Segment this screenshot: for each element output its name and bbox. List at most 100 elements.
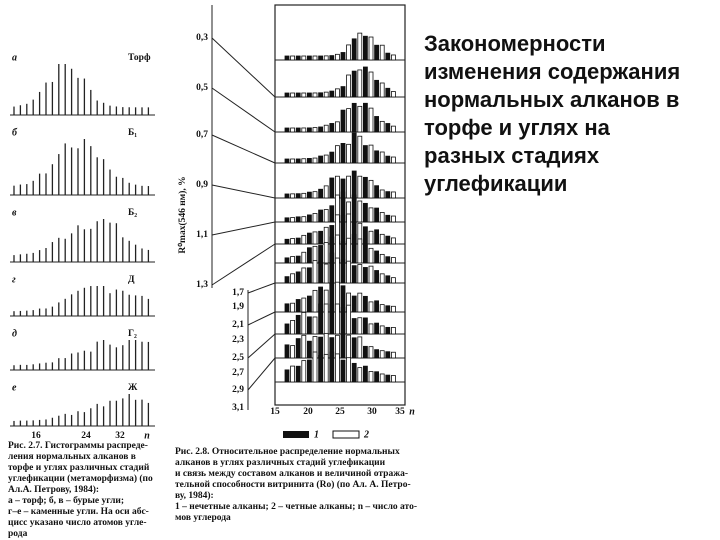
distribution-bar <box>362 145 368 164</box>
distribution-bar <box>357 264 363 284</box>
distribution-bar <box>295 92 301 98</box>
link-line <box>247 282 276 294</box>
distribution-bar <box>334 303 340 335</box>
distribution-bar <box>368 323 374 335</box>
distribution-bar <box>290 273 296 284</box>
distribution-bar <box>346 175 352 199</box>
distribution-bar <box>340 52 346 61</box>
distribution-bar <box>284 92 290 98</box>
distribution-bar <box>357 317 363 335</box>
distribution-bar <box>290 217 296 223</box>
distribution-bar <box>329 177 335 199</box>
distribution-bar <box>318 92 324 98</box>
legend-swatch-even <box>332 430 360 439</box>
x-label: 16 <box>31 431 41 441</box>
distribution-bar <box>351 38 357 61</box>
link-line <box>211 87 276 133</box>
distribution-bar <box>374 79 380 98</box>
distribution-bar <box>368 247 374 264</box>
distribution-bar <box>312 316 318 335</box>
panel-label: Г₂ <box>128 329 137 339</box>
distribution-bar <box>312 289 318 313</box>
distribution-bar <box>301 360 307 383</box>
distribution-bar <box>351 265 357 284</box>
distribution-bar <box>323 303 329 335</box>
distribution-bar <box>340 259 346 284</box>
y-label: 1,3 <box>196 280 208 290</box>
distribution-bar <box>284 257 290 264</box>
distribution-bar <box>362 317 368 335</box>
distribution-bar <box>390 125 396 133</box>
distribution-bar <box>362 244 368 264</box>
link-line <box>211 184 276 199</box>
distribution-bar <box>340 332 346 359</box>
distribution-bar <box>301 251 307 264</box>
distribution-bar <box>346 237 352 264</box>
distribution-bar <box>312 213 318 223</box>
distribution-bar <box>295 216 301 223</box>
distribution-bar <box>306 92 312 98</box>
distribution-bar <box>362 66 368 98</box>
distribution-bar <box>357 105 363 133</box>
distribution-bar <box>340 307 346 335</box>
legend-label: 2 <box>363 429 369 440</box>
distribution-bar <box>290 127 296 133</box>
y-label: 2,7 <box>232 368 244 378</box>
distribution-bar <box>290 193 296 199</box>
y-label: 2,3 <box>232 335 244 345</box>
y-label: 2,9 <box>232 385 244 395</box>
distribution-bar <box>379 82 385 98</box>
distribution-bar <box>318 355 324 383</box>
x-label: n <box>409 406 415 417</box>
legend-label: 1 <box>314 429 319 440</box>
distribution-bar <box>306 232 312 245</box>
panel-label: Торф <box>128 52 151 63</box>
title-line: углефикации <box>424 171 567 196</box>
distribution-bar <box>374 229 380 245</box>
distribution-bar <box>351 318 357 335</box>
distribution-bar <box>357 69 363 98</box>
caption-line: Рис. 2.8. Относительное распределение но… <box>175 447 400 457</box>
distribution-bar <box>385 326 391 335</box>
distribution-bar <box>340 359 346 383</box>
distribution-bar <box>385 305 391 313</box>
distribution-bar <box>284 193 290 199</box>
distribution-bar <box>290 92 296 98</box>
distribution-bar <box>379 233 385 245</box>
link-line <box>211 243 276 286</box>
distribution-bar <box>368 265 374 284</box>
distribution-bar <box>318 188 324 199</box>
distribution-bar <box>323 263 329 284</box>
link-line <box>211 221 276 236</box>
distribution-bar <box>301 55 307 61</box>
distribution-bar <box>301 92 307 98</box>
distribution-bar <box>295 365 301 383</box>
distribution-bar <box>301 297 307 313</box>
distribution-bar <box>312 127 318 133</box>
distribution-bar <box>357 200 363 223</box>
panel-label: Б₂ <box>128 208 137 218</box>
distribution-bar <box>306 340 312 359</box>
distribution-bar <box>390 375 396 383</box>
distribution-bar <box>351 337 357 359</box>
distribution-bar <box>301 234 307 245</box>
distribution-bar <box>334 121 340 133</box>
distribution-bar <box>368 179 374 199</box>
distribution-bar <box>290 158 296 164</box>
distribution-bar <box>306 127 312 133</box>
distribution-bar <box>379 273 385 284</box>
distribution-bar <box>390 191 396 199</box>
caption-line: г–е – каменные угли. На оси абс- <box>8 506 149 517</box>
distribution-bar <box>385 256 391 264</box>
x-label: 35 <box>395 407 405 417</box>
distribution-bar <box>390 54 396 61</box>
link-line <box>247 357 276 391</box>
panel-letter: б <box>12 127 18 138</box>
distribution-bar <box>312 157 318 164</box>
distribution-bar <box>284 158 290 164</box>
distribution-bar <box>306 359 312 383</box>
distribution-bar <box>357 32 363 61</box>
link-line <box>211 37 276 98</box>
distribution-bar <box>306 295 312 313</box>
